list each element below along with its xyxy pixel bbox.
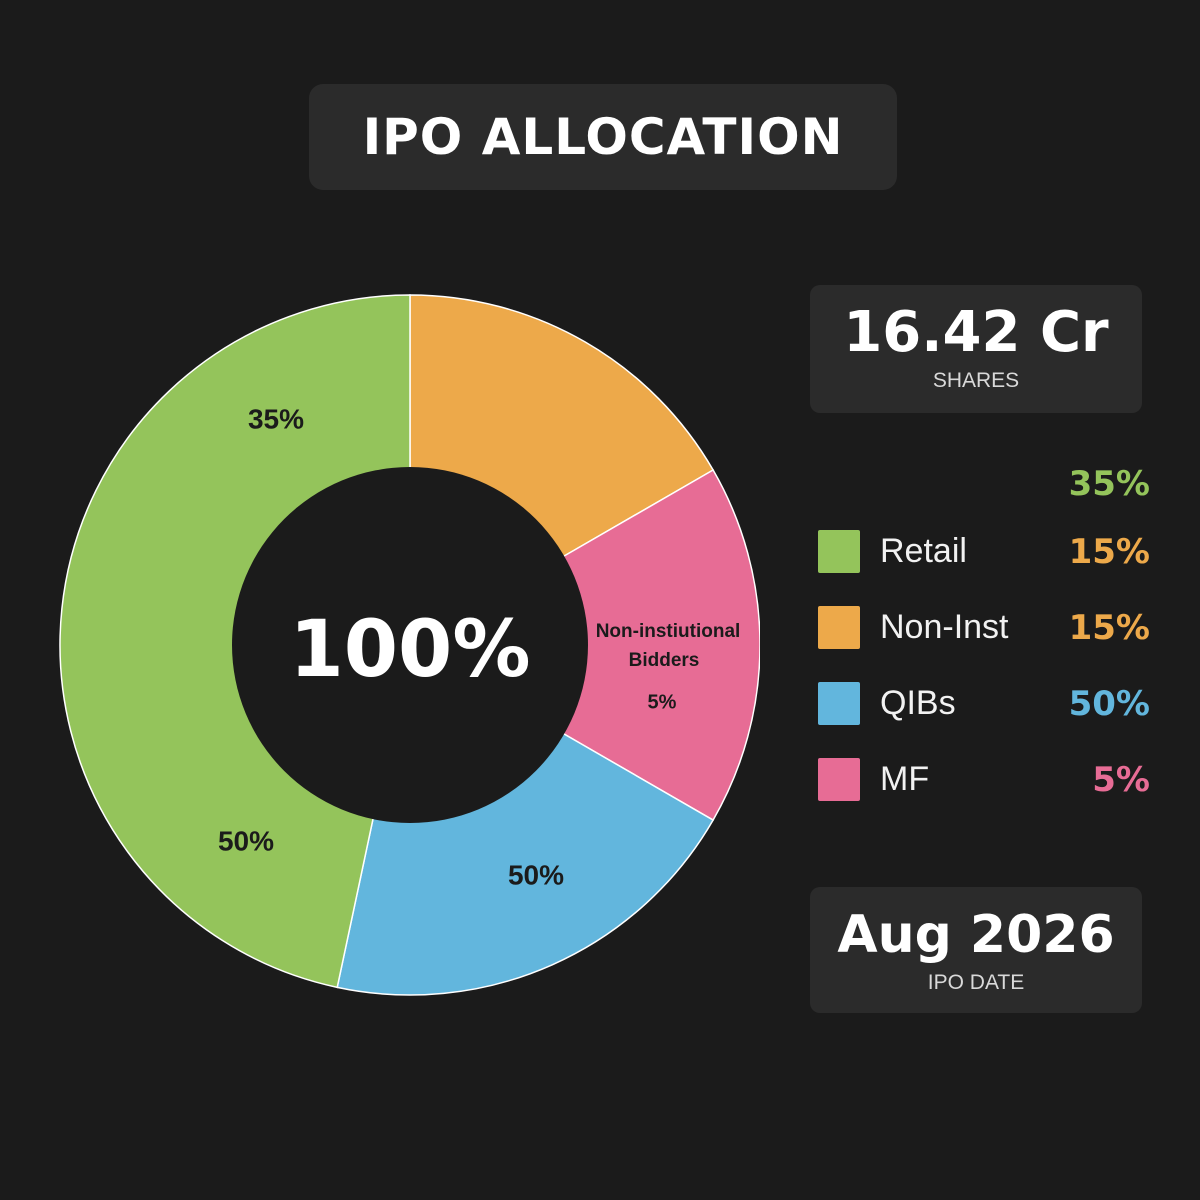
legend-label-mf: MF <box>880 760 930 798</box>
slice-mf-label-1: Bidders <box>629 650 700 671</box>
legend-swatch-non-inst <box>818 606 860 649</box>
legend-swatch-qibs <box>818 682 860 725</box>
legend-value-mf: 5% <box>1092 760 1150 800</box>
ipo-date-card: Aug 2026 IPO DATE <box>810 887 1142 1013</box>
legend-value-non-inst: 15% <box>1068 608 1150 648</box>
ipo-date-value: Aug 2026 <box>837 905 1115 965</box>
legend-value-qibs: 50% <box>1068 684 1150 724</box>
chart-title: IPO ALLOCATION <box>362 108 844 166</box>
legend-item-non-inst: Non-Inst 15% <box>818 606 1150 650</box>
slice-mf-label-0: Non-instiutional <box>596 621 741 642</box>
legend-swatch-mf <box>818 758 860 801</box>
legend-label-non-inst: Non-Inst <box>880 608 1009 646</box>
legend-label-qibs: QIBs <box>880 684 956 722</box>
shares-label: SHARES <box>932 369 1020 392</box>
slice-retail-label-1: 50% <box>218 825 274 856</box>
shares-card: 16.42 Cr SHARES <box>810 285 1142 413</box>
slice-retail-label-0: 35% <box>248 403 304 434</box>
slice-qibs-label-0: 50% <box>508 859 564 890</box>
shares-value: 16.42 Cr <box>843 300 1109 365</box>
center-label: 100% <box>290 605 531 695</box>
legend-top-percentage: 35% <box>1068 464 1150 504</box>
legend-item-mf: MF 5% <box>818 758 1150 802</box>
legend-value-retail: 15% <box>1068 532 1150 572</box>
legend-item-retail: Retail 15% <box>818 530 1150 574</box>
ipo-date-label: IPO DATE <box>927 971 1025 994</box>
title-banner: IPO ALLOCATION <box>309 84 897 190</box>
donut-chart: 100% Non-instiutional Bidders 5% 50% 35% 50% <box>59 294 760 996</box>
legend-label-retail: Retail <box>880 532 967 570</box>
donut-hole <box>232 467 588 823</box>
legend-swatch-retail <box>818 530 860 573</box>
legend-item-qibs: QIBs 50% <box>818 682 1150 726</box>
slice-mf-label-2: 5% <box>648 691 677 713</box>
